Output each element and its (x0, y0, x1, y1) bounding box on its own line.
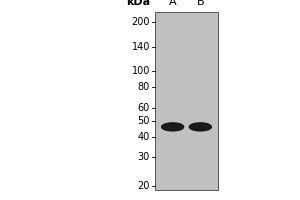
Bar (155, 12, 218, 190)
Text: 140: 140 (132, 42, 150, 52)
Ellipse shape (189, 123, 212, 131)
Text: 30: 30 (138, 152, 150, 162)
Text: 20: 20 (138, 181, 150, 191)
Text: 80: 80 (138, 82, 150, 92)
Text: 100: 100 (132, 66, 150, 76)
Text: 200: 200 (131, 17, 150, 27)
Text: kDa: kDa (126, 0, 150, 7)
Text: A: A (169, 0, 176, 7)
Text: 40: 40 (138, 132, 150, 142)
Text: 50: 50 (138, 116, 150, 126)
Ellipse shape (162, 123, 184, 131)
Text: 60: 60 (138, 103, 150, 113)
Text: B: B (196, 0, 204, 7)
